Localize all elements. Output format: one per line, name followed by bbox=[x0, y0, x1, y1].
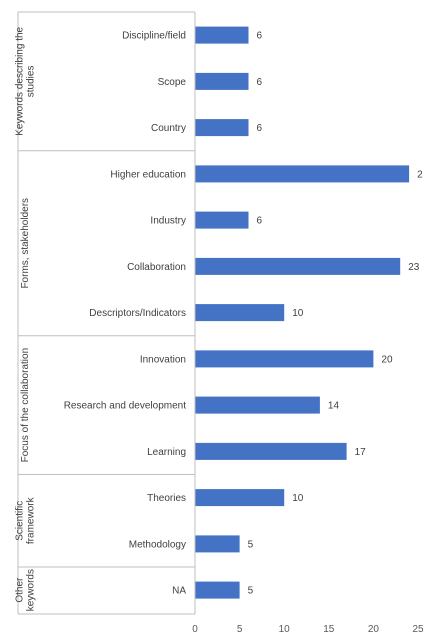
bar-3-0 bbox=[195, 489, 285, 507]
category-label: Learning bbox=[147, 447, 186, 458]
bar-2-2 bbox=[195, 442, 347, 460]
group-label: keywords bbox=[26, 569, 37, 611]
data-label: 17 bbox=[355, 447, 367, 458]
bar-0-0 bbox=[195, 26, 249, 44]
data-label: 6 bbox=[257, 216, 263, 227]
bar-1-0 bbox=[195, 165, 410, 183]
category-label: Methodology bbox=[129, 539, 186, 550]
bar-2-0 bbox=[195, 350, 374, 368]
data-label: 5 bbox=[248, 586, 254, 597]
data-label: 14 bbox=[328, 401, 340, 412]
bar-1-3 bbox=[195, 304, 285, 322]
bar-4-0 bbox=[195, 581, 240, 599]
group-label: Keywords describing the bbox=[15, 26, 26, 135]
category-label: NA bbox=[172, 586, 186, 597]
bar-3-1 bbox=[195, 535, 240, 553]
category-label: Collaboration bbox=[127, 262, 186, 273]
category-label: Discipline/field bbox=[122, 31, 186, 42]
x-tick-label: 25 bbox=[412, 624, 424, 634]
category-label: Research and development bbox=[64, 401, 187, 412]
x-tick-label: 15 bbox=[323, 624, 335, 634]
group-label: framework bbox=[26, 496, 37, 544]
category-label: Innovation bbox=[140, 354, 186, 365]
data-label: 5 bbox=[248, 539, 254, 550]
bar-1-1 bbox=[195, 211, 249, 229]
data-label: 10 bbox=[292, 493, 304, 504]
category-label: Industry bbox=[150, 216, 186, 227]
data-label: 6 bbox=[257, 77, 263, 88]
category-label: Scope bbox=[158, 77, 187, 88]
data-label: 6 bbox=[257, 31, 263, 42]
bar-0-1 bbox=[195, 72, 249, 90]
bar-0-2 bbox=[195, 119, 249, 137]
data-label: 10 bbox=[292, 308, 304, 319]
group-label: Other bbox=[15, 577, 26, 603]
data-label: 2 bbox=[417, 169, 423, 180]
group-label: Forms, stakeholders bbox=[20, 198, 31, 289]
group-label: studies bbox=[26, 66, 37, 98]
group-label: Scientific bbox=[15, 501, 26, 541]
x-tick-label: 20 bbox=[368, 624, 380, 634]
data-label: 23 bbox=[408, 262, 420, 273]
group-label: Focus of the collaboration bbox=[20, 348, 31, 463]
bar-1-2 bbox=[195, 257, 401, 275]
category-label: Descriptors/Indicators bbox=[89, 308, 186, 319]
bar-2-1 bbox=[195, 396, 320, 414]
x-tick-label: 0 bbox=[192, 624, 198, 634]
data-label: 6 bbox=[257, 123, 263, 134]
data-label: 20 bbox=[381, 354, 393, 365]
x-tick-label: 10 bbox=[279, 624, 291, 634]
category-label: Theories bbox=[147, 493, 186, 504]
category-label: Country bbox=[151, 123, 186, 134]
category-label: Higher education bbox=[110, 169, 186, 180]
x-tick-label: 5 bbox=[237, 624, 243, 634]
